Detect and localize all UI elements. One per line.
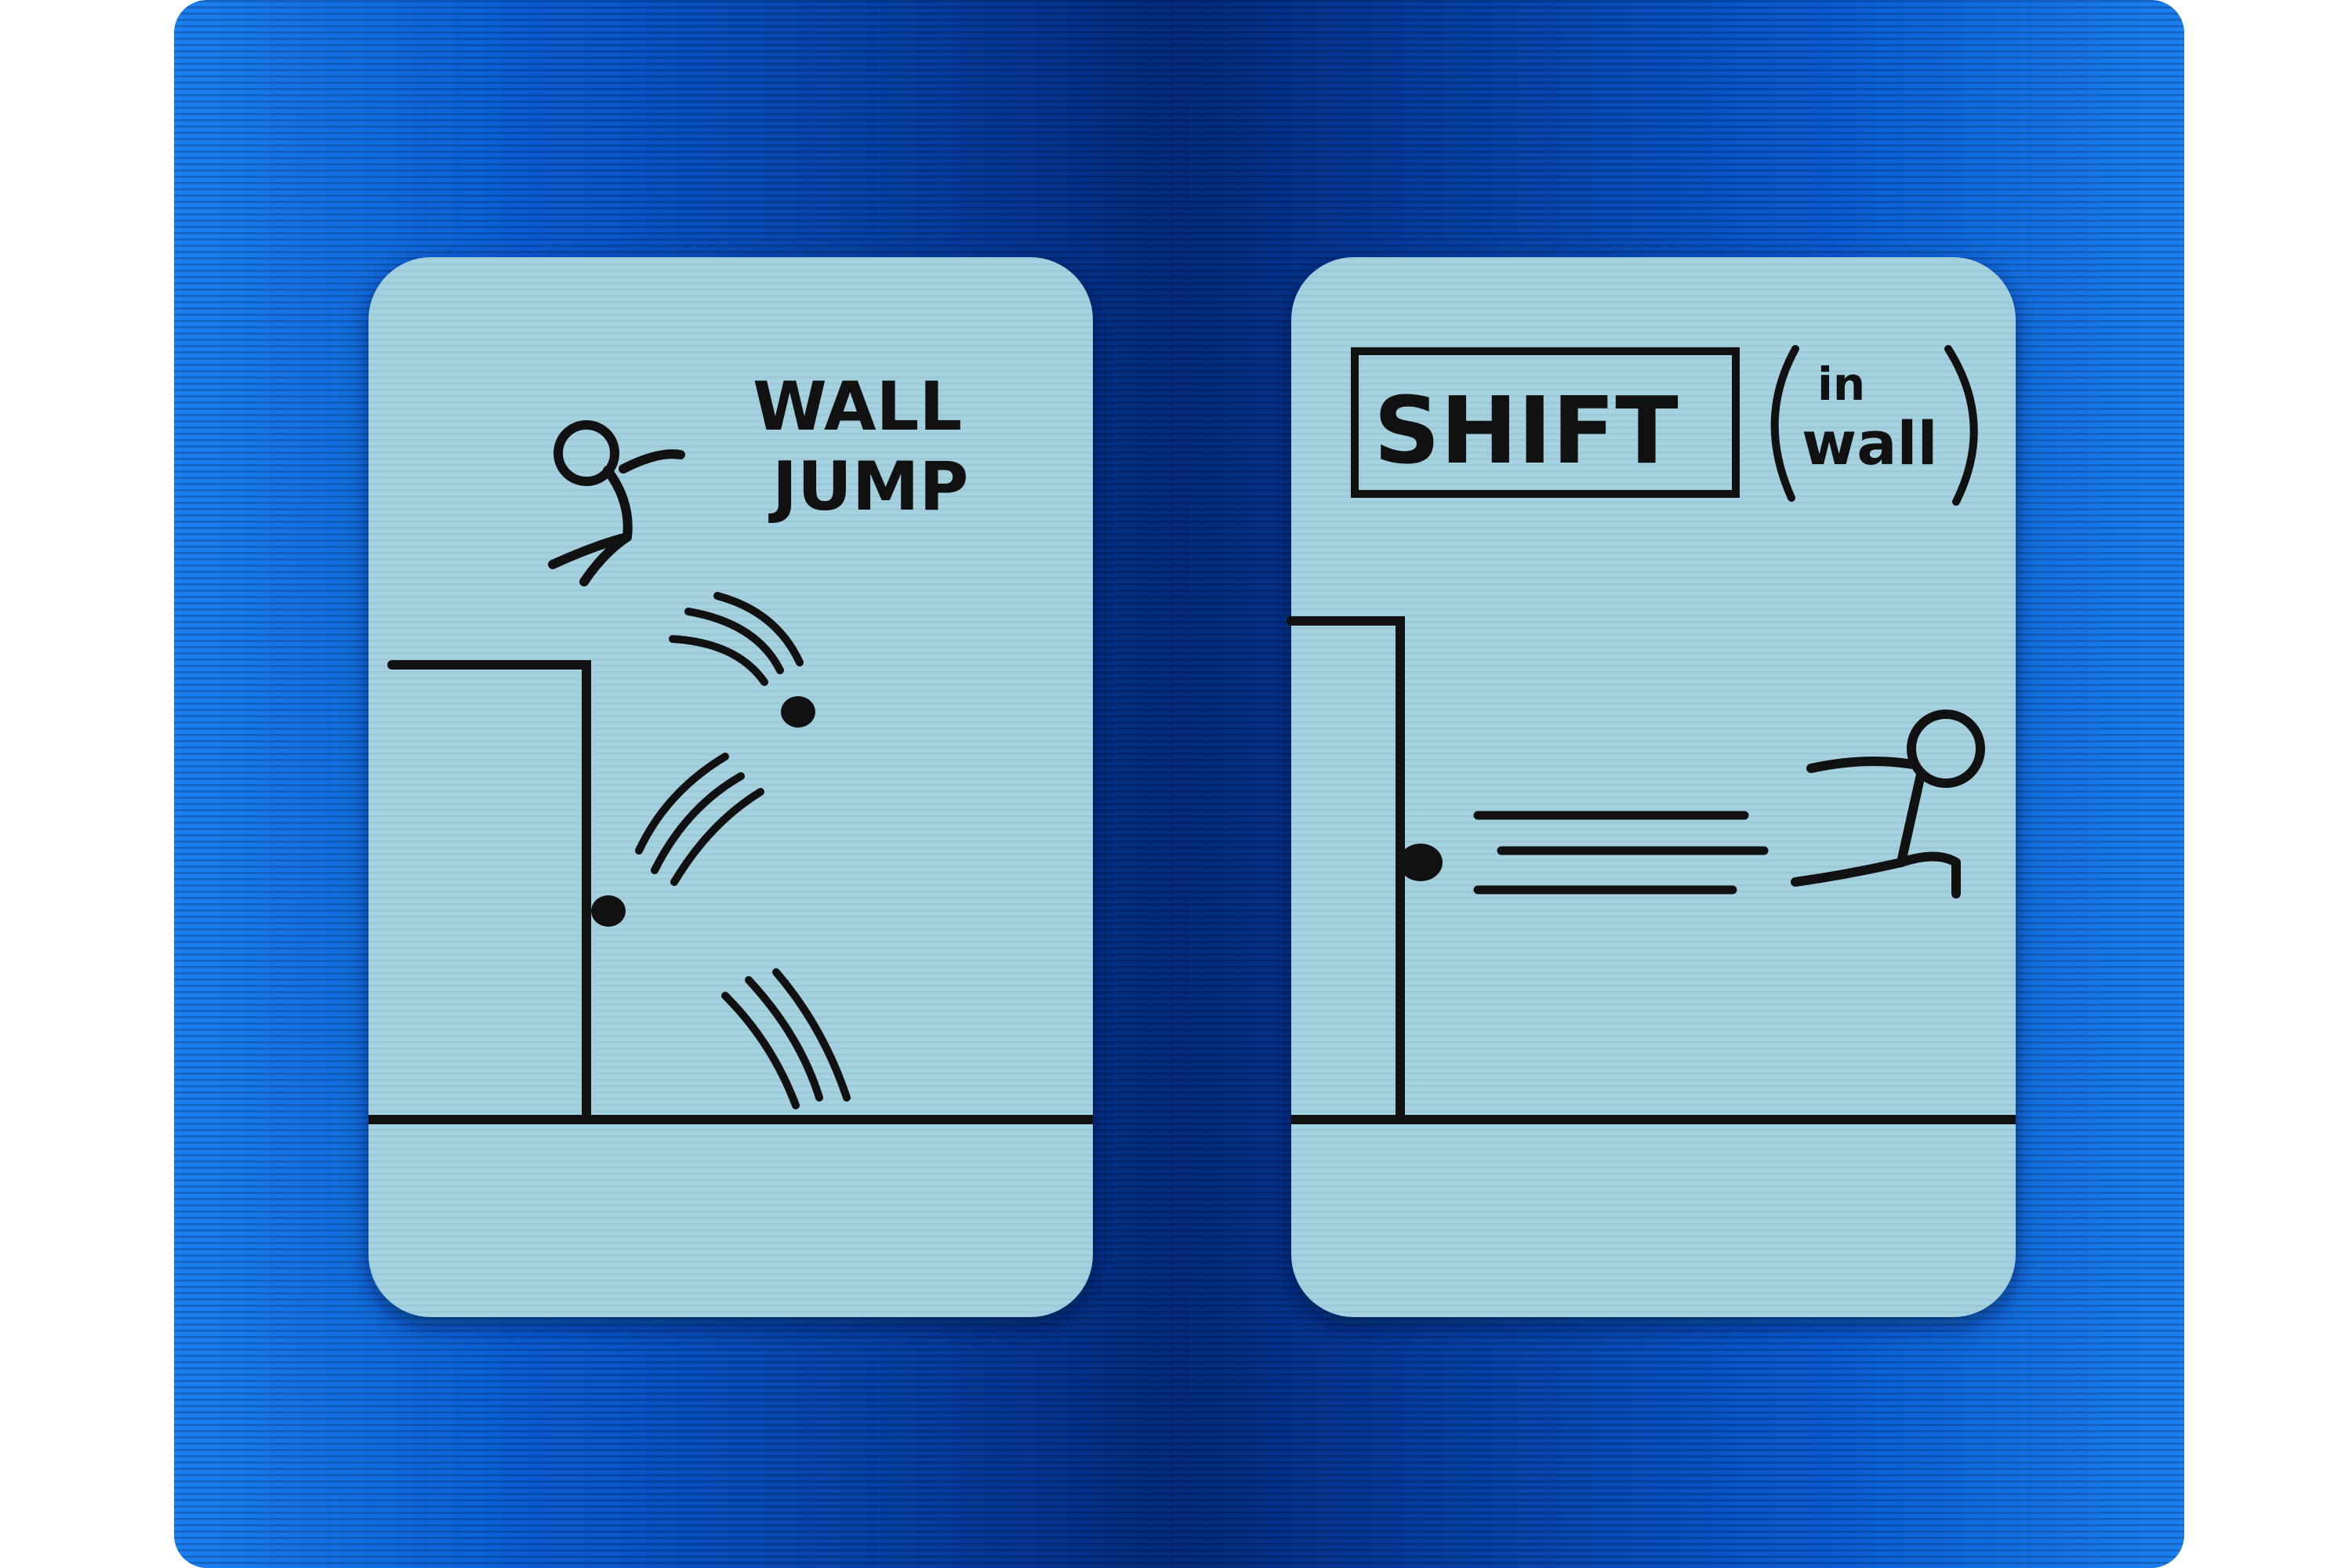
shift-note-line1: in	[1817, 358, 1865, 411]
card-title-line2: JUMP	[768, 448, 968, 526]
card-title-line1: WALL	[753, 368, 962, 446]
motion-arcs-icon	[635, 592, 851, 1109]
speed-lines-icon	[1473, 811, 1769, 895]
shift-key-label: SHIFT	[1374, 376, 1679, 485]
parenthesis-icon	[1770, 345, 1978, 506]
wall-icon	[1287, 616, 1405, 1124]
wall-icon	[387, 660, 591, 1124]
shift-key-box	[1351, 347, 1740, 498]
shift-note-line2: wall	[1802, 408, 1938, 478]
card-shift[interactable]: SHIFT in wall	[1287, 257, 2016, 1317]
stick-figure-dashing-icon	[1791, 710, 1985, 898]
ball-icon	[591, 696, 815, 927]
ball-icon	[1399, 844, 1443, 881]
card-wall-jump[interactable]: WALL JUMP	[368, 257, 1093, 1317]
stick-figure-jumping-icon	[548, 420, 685, 586]
